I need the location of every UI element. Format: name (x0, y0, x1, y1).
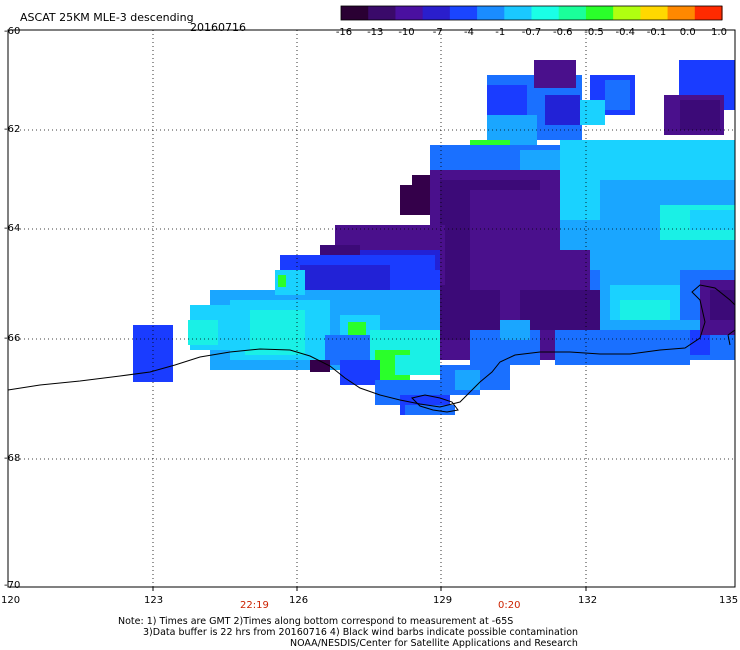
note-line-2: 3)Data buffer is 22 hrs from 20160716 4)… (143, 627, 579, 638)
colorbar-tick-label: 1.0 (711, 27, 727, 38)
colorbar-tick-label: -1 (495, 27, 506, 38)
lat-label: -70 (4, 580, 21, 591)
lat-label: -60 (4, 26, 21, 37)
lon-label: 135 (719, 595, 739, 606)
pass-time: 22:19 (240, 600, 269, 611)
colorbar-swatch (585, 6, 614, 20)
coastline (7, 284, 736, 413)
note-line-1: Note: 1) Times are GMT 2)Times along bot… (118, 616, 514, 627)
colorbar-tick-label: -13 (367, 27, 384, 38)
colorbar-swatch (640, 6, 669, 20)
lon-label: 120 (1, 595, 21, 606)
colorbar-tick-label: -0.5 (584, 27, 604, 38)
pass-time: 0:20 (498, 600, 521, 611)
lon-label: 129 (433, 595, 453, 606)
lon-label: 123 (144, 595, 164, 606)
colorbar-swatch (368, 6, 397, 20)
colorbar-swatch (422, 6, 451, 20)
colorbar-swatch (449, 6, 478, 20)
note-line-3: NOAA/NESDIS/Center for Satellite Applica… (290, 638, 578, 649)
colorbar-tick-label: -4 (464, 27, 474, 38)
colorbar-swatch (667, 6, 696, 20)
colorbar-tick-label: -7 (432, 27, 443, 38)
lat-label: -64 (4, 223, 21, 234)
product-date: 20160716 (190, 21, 246, 34)
lon-label: 126 (289, 595, 309, 606)
colorbar-swatch (613, 6, 641, 20)
colorbar-swatch (504, 6, 533, 20)
graticule (8, 30, 735, 591)
colorbar-swatch (477, 6, 505, 20)
lat-label: -68 (4, 453, 21, 464)
colorbar-tick-label: -16 (335, 27, 353, 38)
colorbar-swatch (694, 6, 723, 20)
colorbar-tick-label: -10 (398, 27, 415, 38)
colorbar-tick-label: 0.0 (679, 27, 696, 38)
map-frame (7, 29, 736, 588)
colorbar-tick-label: -0.4 (615, 27, 636, 38)
colorbar-swatch (531, 6, 560, 20)
colorbar-swatch (341, 6, 369, 20)
colorbar-tick-label: -0.7 (521, 27, 542, 38)
colorbar (340, 5, 723, 21)
colorbar-tick-label: -0.1 (646, 27, 667, 38)
lat-label: -66 (4, 333, 21, 344)
data-swath (133, 60, 735, 415)
colorbar-tick-label: -0.6 (552, 27, 573, 38)
colorbar-swatch (395, 6, 424, 20)
colorbar-swatch (558, 6, 587, 20)
lon-label: 132 (578, 595, 598, 606)
lat-label: -62 (4, 124, 21, 135)
product-title: ASCAT 25KM MLE-3 descending (20, 11, 194, 24)
